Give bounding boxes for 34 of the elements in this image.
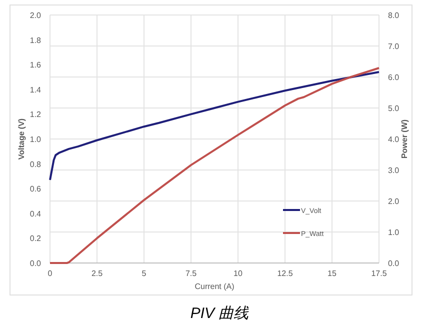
y-tick-label: 2.0 (30, 11, 42, 20)
x-tick-label: 0 (48, 269, 53, 278)
x-tick-label: 5 (142, 269, 147, 278)
x-axis-title: Current (A) (194, 282, 235, 291)
y-axis-title: Voltage (V) (17, 118, 26, 160)
y-tick-label: 0.2 (30, 234, 42, 244)
y-tick-label: 0.0 (30, 259, 42, 268)
x-tick-label: 7.5 (185, 269, 198, 278)
y2-tick-label: 7.0 (388, 42, 400, 51)
y2-tick-label: 0.0 (388, 259, 400, 268)
y2-tick-label: 5.0 (388, 104, 400, 113)
x-tick-label: 15 (328, 269, 337, 278)
y-tick-label: 1.8 (30, 36, 42, 45)
y-tick-label: 1.6 (30, 60, 42, 70)
x-tick-label: 12.5 (277, 269, 294, 278)
y2-axis-title: Power (W) (400, 119, 409, 159)
y2-tick-label: 6.0 (388, 73, 400, 82)
y-tick-label: 0.8 (30, 160, 42, 169)
text: PIV 曲线 (190, 305, 250, 322)
y2-tick-label: 4.0 (388, 135, 400, 144)
y2-tick-label: 2.0 (388, 197, 400, 206)
y-tick-label: 1.2 (30, 110, 42, 120)
x-tick-label: 10 (234, 269, 243, 278)
y2-tick-label: 8.0 (388, 11, 400, 20)
y2-tick-label: 1.0 (388, 228, 400, 237)
x-tick-label: 2.5 (91, 269, 104, 278)
y-tick-label: 0.4 (30, 209, 42, 218)
y-tick-label: 1.4 (30, 85, 42, 94)
line-series (49, 71, 380, 181)
x-tick-label: 17.5 (371, 269, 388, 278)
y2-tick-label: 3.0 (388, 166, 400, 175)
y-tick-label: 1.0 (30, 135, 42, 144)
line-series (49, 67, 380, 264)
y-tick-label: 0.6 (30, 184, 42, 194)
